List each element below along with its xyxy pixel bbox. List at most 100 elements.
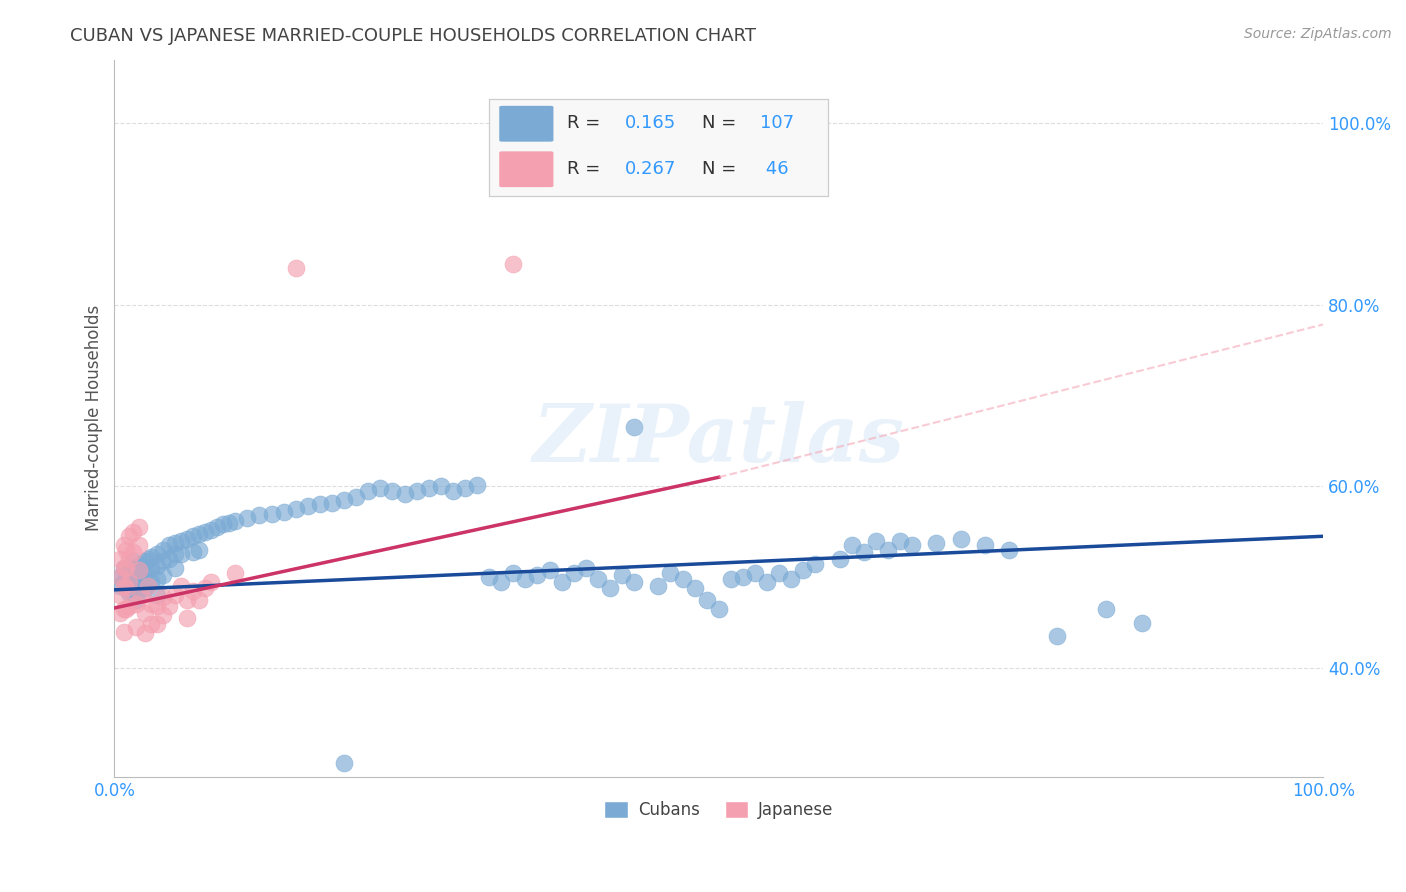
Point [134, 626, 156, 640]
Point [333, 756, 356, 771]
Point [170, 533, 193, 548]
Point [418, 481, 440, 495]
Point [1094, 602, 1116, 616]
Point [756, 574, 779, 589]
Point [515, 572, 537, 586]
Point [121, 588, 143, 602]
Point [502, 566, 524, 580]
Point [110, 579, 132, 593]
Point [145, 572, 167, 586]
Point [176, 532, 198, 546]
Point [115, 561, 138, 575]
Point [163, 548, 186, 562]
Point [768, 566, 790, 580]
Point [599, 581, 621, 595]
Point [696, 592, 718, 607]
Point [478, 570, 501, 584]
Point [949, 532, 972, 546]
Point [134, 581, 156, 595]
Point [121, 544, 143, 558]
Point [157, 552, 180, 566]
Point [188, 592, 211, 607]
Point [176, 611, 198, 625]
Point [115, 602, 138, 616]
Point [429, 479, 451, 493]
Point [998, 542, 1021, 557]
Point [224, 566, 246, 580]
Point [152, 568, 174, 582]
Point [575, 561, 598, 575]
Point [136, 579, 159, 593]
Point [121, 524, 143, 539]
Point [170, 579, 193, 593]
Point [139, 617, 162, 632]
Point [1130, 615, 1153, 630]
Point [139, 598, 162, 612]
Point [841, 538, 863, 552]
Point [139, 574, 162, 589]
Point [112, 538, 135, 552]
Point [610, 568, 633, 582]
Point [163, 588, 186, 602]
Y-axis label: Married-couple Households: Married-couple Households [86, 305, 103, 532]
Point [125, 592, 148, 607]
Point [128, 563, 150, 577]
Point [465, 477, 488, 491]
Point [297, 500, 319, 514]
Point [139, 561, 162, 575]
Point [538, 563, 561, 577]
Point [118, 561, 141, 575]
Point [441, 483, 464, 498]
Point [128, 583, 150, 598]
Point [200, 523, 222, 537]
Point [112, 602, 135, 616]
Point [136, 552, 159, 566]
Point [454, 481, 477, 495]
Point [152, 554, 174, 568]
Point [188, 526, 211, 541]
Point [152, 542, 174, 557]
Point [224, 514, 246, 528]
Point [134, 566, 156, 580]
Point [125, 563, 148, 577]
Point [118, 574, 141, 589]
Point [125, 577, 148, 591]
Point [212, 517, 235, 532]
Point [121, 566, 143, 580]
Point [134, 607, 156, 621]
Point [623, 574, 645, 589]
Point [145, 548, 167, 562]
Point [623, 420, 645, 434]
Point [744, 566, 766, 580]
Point [260, 507, 283, 521]
Point [188, 542, 211, 557]
Point [502, 257, 524, 271]
Point [139, 550, 162, 565]
Point [309, 498, 332, 512]
Point [586, 572, 609, 586]
Point [152, 608, 174, 623]
Point [112, 561, 135, 575]
Point [405, 483, 427, 498]
Point [121, 554, 143, 568]
Point [129, 579, 152, 593]
Point [115, 581, 138, 595]
Point [344, 490, 367, 504]
Point [170, 548, 193, 562]
Point [218, 516, 240, 530]
Point [562, 566, 585, 580]
Point [647, 579, 669, 593]
Point [526, 568, 548, 582]
Point [720, 572, 742, 586]
Point [112, 624, 135, 639]
Point [128, 538, 150, 552]
Point [110, 570, 132, 584]
Point [683, 581, 706, 595]
Point [273, 505, 295, 519]
Point [804, 557, 827, 571]
Point [236, 511, 259, 525]
Point [865, 533, 887, 548]
Point [121, 574, 143, 589]
Point [901, 538, 924, 552]
Point [125, 620, 148, 634]
